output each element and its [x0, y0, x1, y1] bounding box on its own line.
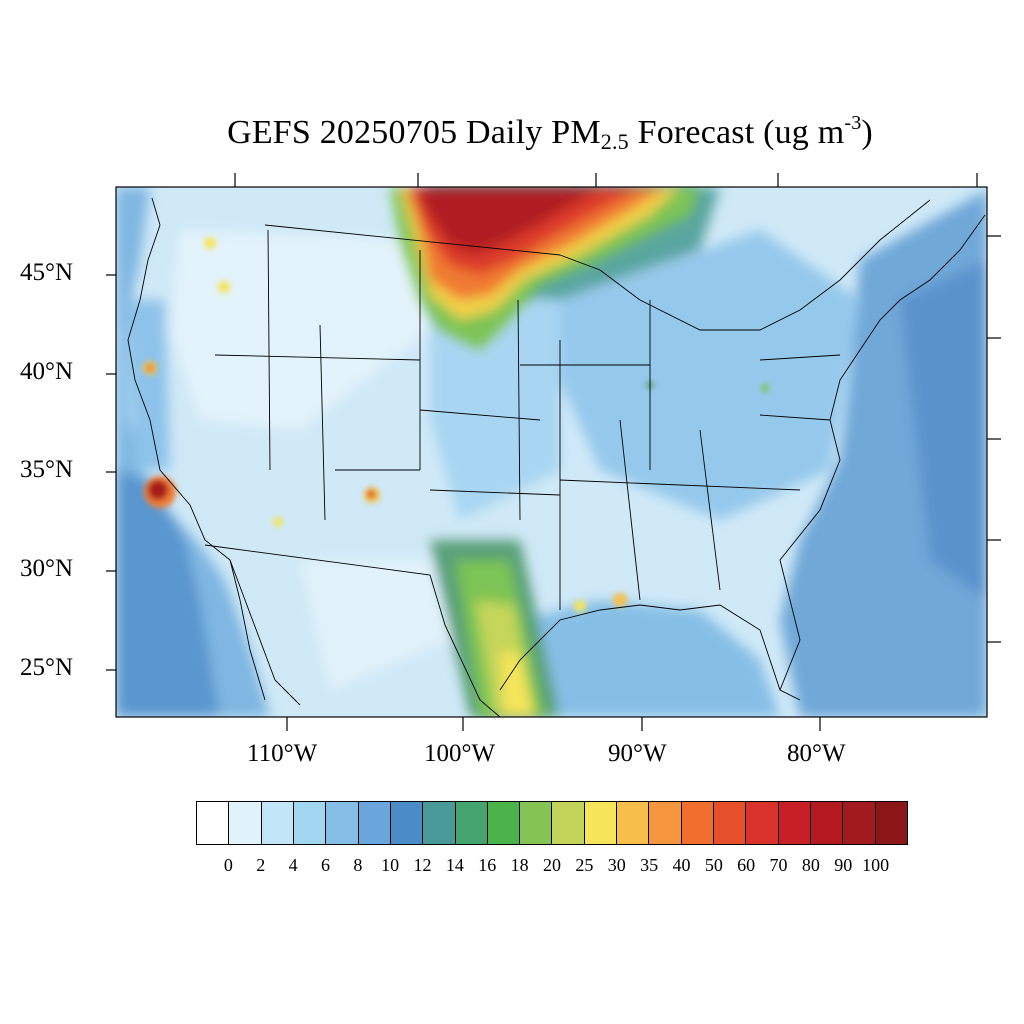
colorbar-label: 10 [381, 855, 400, 875]
colorbar-cell [681, 802, 714, 844]
colorbar-label: 30 [607, 855, 626, 875]
colorbar-label: 100 [862, 855, 890, 875]
colorbar-label: 50 [704, 855, 723, 875]
colorbar-cell [229, 802, 262, 844]
colorbar-label: 14 [445, 855, 464, 875]
colorbar-label: 70 [769, 855, 788, 875]
lat-label-45: 45°N [20, 259, 74, 286]
lat-label-30: 30°N [20, 555, 74, 582]
lon-label-90w: 90°W [608, 740, 667, 767]
colorbar-label: 2 [256, 855, 266, 875]
colorbar-label: 12 [413, 855, 432, 875]
colorbar-cell [617, 802, 650, 844]
boundaries [127, 197, 986, 717]
title-suffix: ) [861, 114, 873, 151]
map-frame [115, 186, 988, 718]
colorbar-label: 18 [510, 855, 529, 875]
lat-label-35: 35°N [20, 456, 74, 483]
lat-label-25: 25°N [20, 654, 74, 681]
colorbar-cell [390, 802, 424, 844]
title-middle: Forecast (ug m [628, 114, 845, 151]
colorbar-label: 40 [672, 855, 691, 875]
colorbar-cell [261, 802, 294, 844]
colorbar-label: 0 [223, 855, 233, 875]
colorbar-cell [487, 802, 521, 844]
colorbar-label: 16 [478, 855, 497, 875]
colorbar-label: 25 [575, 855, 594, 875]
colorbar-cell [810, 802, 844, 844]
colorbar [196, 801, 908, 845]
colorbar-label: 60 [737, 855, 756, 875]
colorbar-cell [843, 802, 876, 844]
colorbar-cell [552, 802, 585, 844]
lon-label-80w: 80°W [787, 740, 846, 767]
lon-label-110w: 110°W [247, 740, 318, 767]
colorbar-cell [520, 802, 553, 844]
colorbar-cell [649, 802, 682, 844]
colorbar-cell [423, 802, 456, 844]
colorbar-label: 35 [640, 855, 659, 875]
colorbar-label: 6 [320, 855, 330, 875]
colorbar-label: 90 [834, 855, 853, 875]
title-subscript: 2.5 [600, 129, 629, 154]
colorbar-label: 8 [353, 855, 363, 875]
lon-label-100w: 100°W [424, 740, 496, 767]
colorbar-cell [326, 802, 359, 844]
colorbar-cell [455, 802, 488, 844]
colorbar-cell [293, 802, 327, 844]
colorbar-label: 80 [801, 855, 820, 875]
colorbar-label: 20 [543, 855, 561, 875]
colorbar-cell [358, 802, 391, 844]
pm25-field [116, 187, 987, 717]
colorbar-cell [584, 802, 618, 844]
colorbar-cell [746, 802, 779, 844]
title-prefix: GEFS 20250705 Daily PM [227, 114, 601, 151]
page-title: GEFS 20250705 Daily PM2.5 Forecast (ug m… [0, 112, 1024, 155]
colorbar-label: 4 [288, 855, 298, 875]
colorbar-cell [875, 802, 907, 844]
lat-label-40: 40°N [20, 358, 74, 385]
title-superscript: -3 [844, 112, 862, 134]
axis-ticks [106, 173, 1001, 731]
colorbar-cell [197, 802, 230, 844]
colorbar-cell [778, 802, 811, 844]
colorbar-cell [714, 802, 747, 844]
